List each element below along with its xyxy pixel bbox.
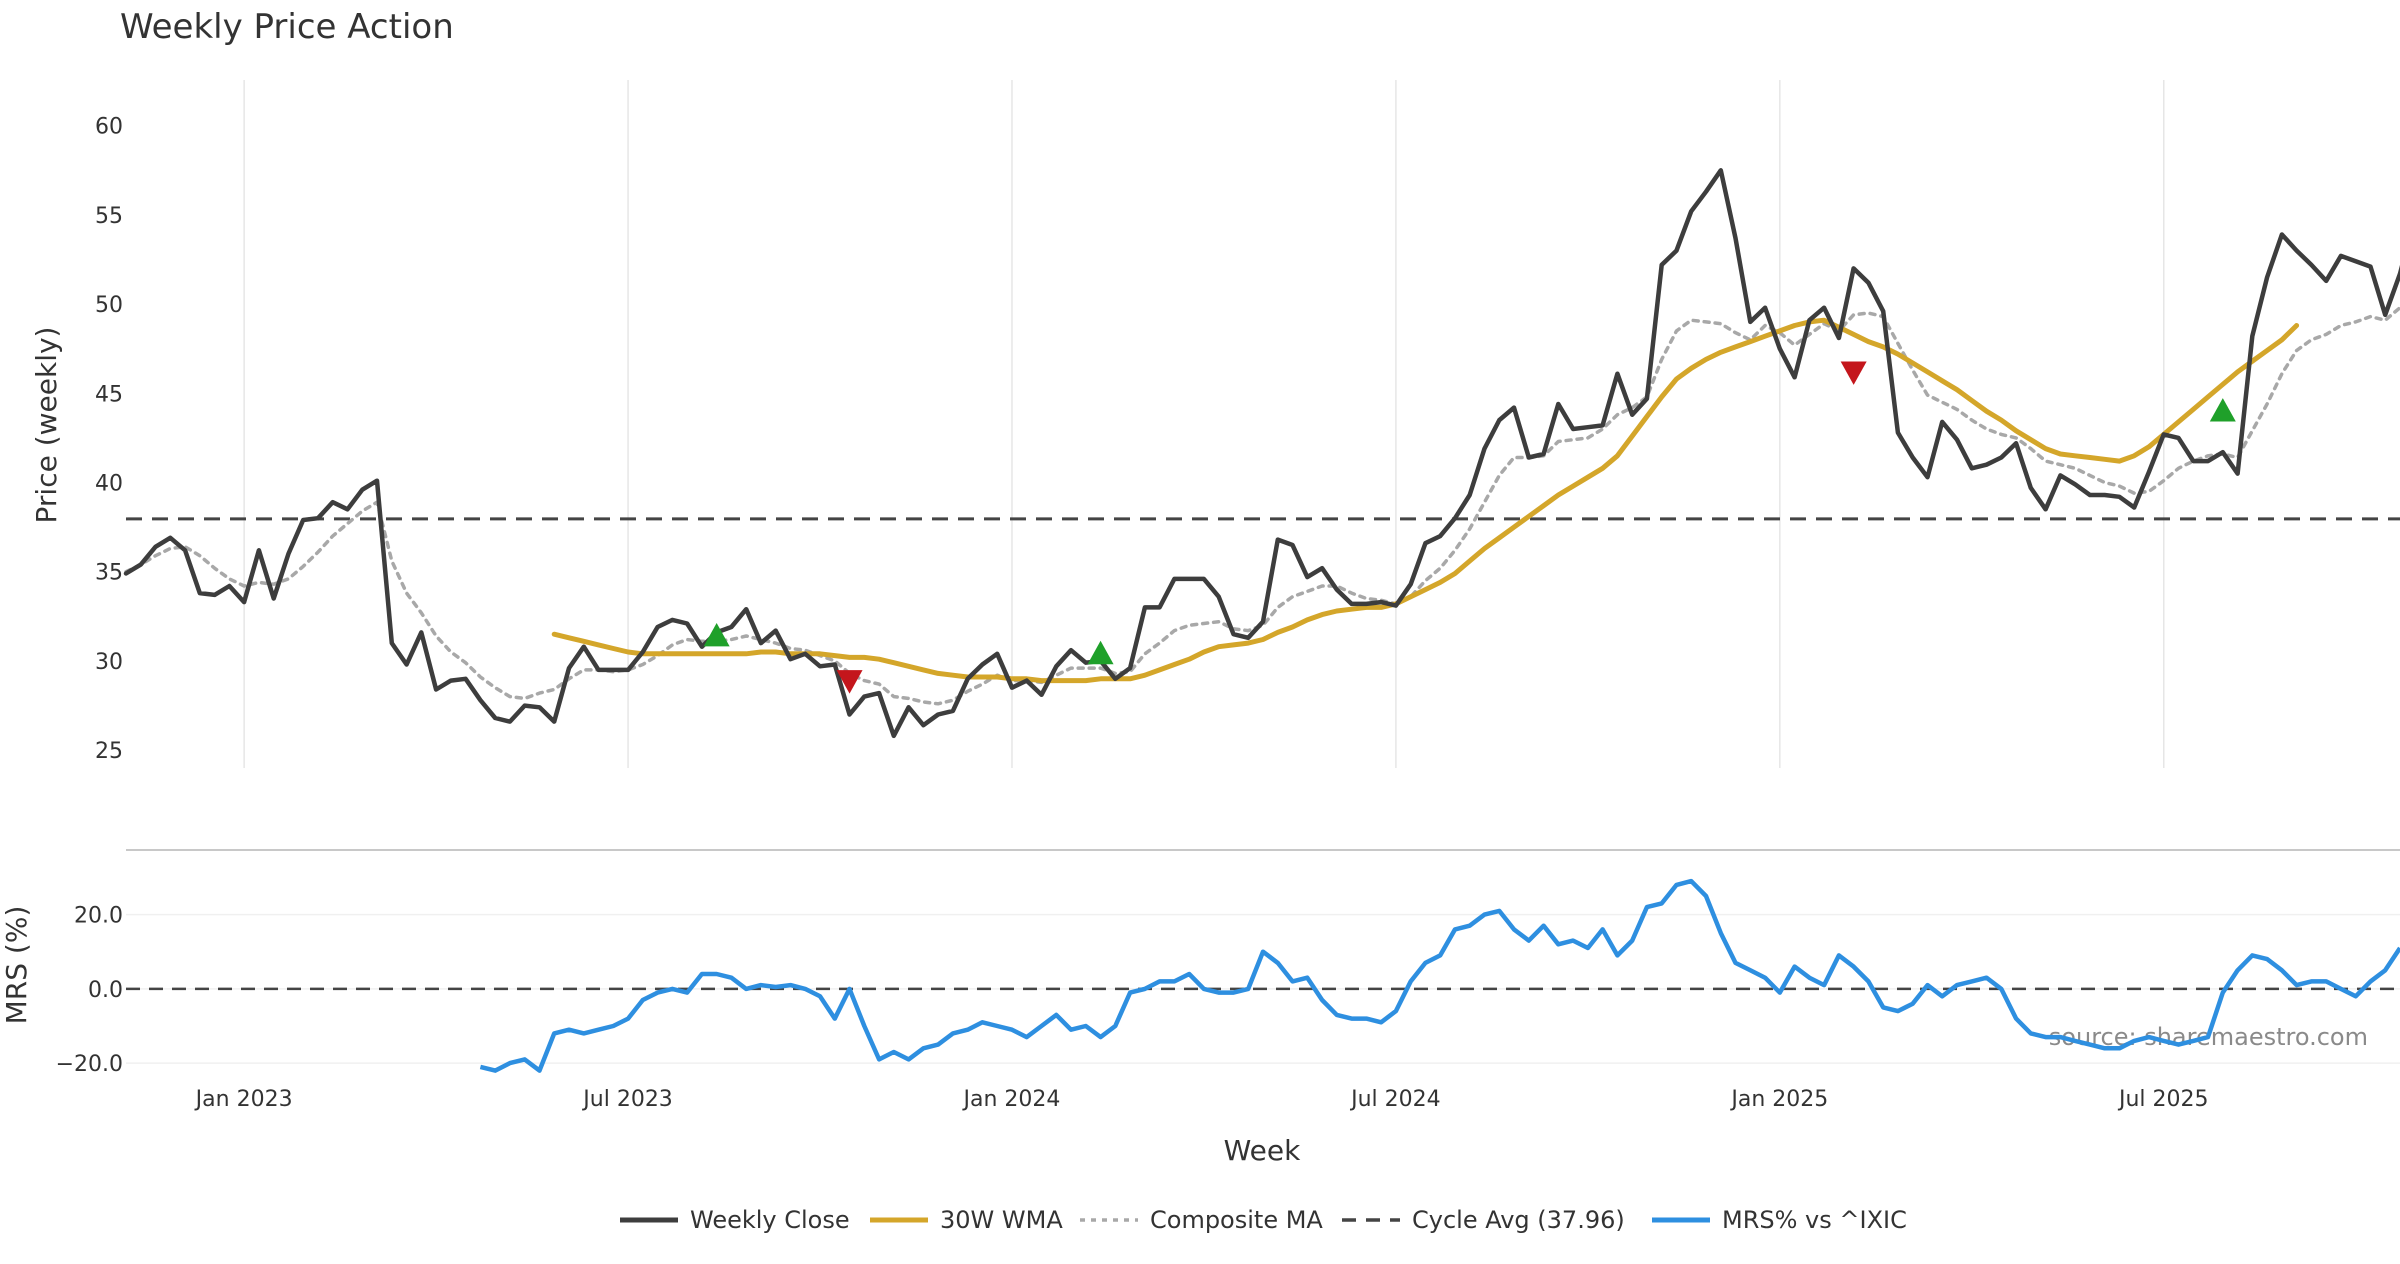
buy-signal-marker [1087,640,1114,665]
legend-label: Composite MA [1150,1206,1323,1234]
mrs-line [479,878,2400,1073]
composite-ma-line [124,304,2400,706]
price-y-tick-label: 55 [95,204,123,229]
legend: Weekly Close 30W WMA Composite MA Cycle Avg… [620,1206,1907,1234]
price-axis-title: Price (weekly) [30,327,63,524]
x-tick-label: Jan 2024 [962,1087,1061,1112]
x-tick-label: Jul 2023 [581,1087,673,1112]
price-y-tick-label: 35 [95,561,123,586]
legend-label: Weekly Close [690,1206,850,1234]
mrs-axis-title: MRS (%) [0,906,33,1025]
mrs-y-tick-label: 0.0 [88,978,123,1003]
buy-signal-marker [703,622,730,647]
price-y-tick-label: 40 [95,472,123,497]
mrs-y-tick-label: −20.0 [56,1052,123,1077]
mrs-y-tick-label: 20.0 [74,904,123,929]
x-tick-label: Jan 2025 [1729,1087,1828,1112]
buy-signal-marker [2209,398,2236,422]
price-y-tick-label: 25 [95,739,123,764]
weekly-close-line [123,168,2400,739]
legend-label: MRS% vs ^IXIC [1722,1206,1907,1234]
x-axis-title: Week [1224,1134,1301,1167]
legend-label: Cycle Avg (37.96) [1412,1206,1625,1234]
chart-title: Weekly Price Action [120,7,454,47]
grid-layer: Jan 2023 Jul 2023 Jan 2024 Jul 2024 Jan 2025… [56,80,2400,1112]
30w-wma-line [551,317,2300,684]
price-y-tick-label: 50 [95,293,123,318]
price-y-tick-label: 30 [95,650,123,675]
x-tick-label: Jul 2025 [2117,1087,2209,1112]
sell-signal-marker [836,670,863,694]
series-layer [123,168,2400,1073]
price-y-tick-label: 45 [95,382,123,407]
x-tick-label: Jan 2023 [194,1087,293,1112]
legend-label: 30W WMA [940,1206,1063,1234]
sell-signal-marker [1840,361,1867,385]
price-y-tick-label: 60 [95,115,123,140]
x-tick-label: Jul 2024 [1349,1087,1441,1112]
